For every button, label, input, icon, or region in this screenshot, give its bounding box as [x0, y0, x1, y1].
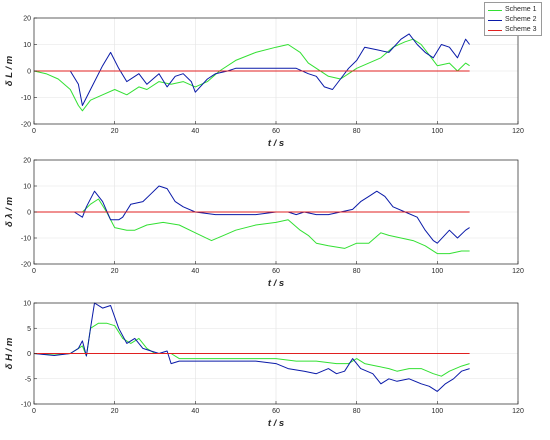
y-tick-label: 0 — [27, 351, 31, 358]
legend: Scheme 1 Scheme 2 Scheme 3 — [484, 2, 542, 36]
y-axis-label: δ L / m — [4, 55, 15, 86]
y-tick-label: 5 — [27, 326, 31, 333]
x-tick-label: 0 — [32, 128, 36, 135]
legend-entry-scheme-1: Scheme 1 — [488, 5, 542, 15]
x-axis-label: t / s — [268, 418, 284, 429]
legend-swatch-scheme-2 — [488, 20, 502, 21]
y-tick-label: -10 — [21, 95, 31, 102]
x-tick-label: 20 — [111, 408, 119, 415]
y-tick-label: -10 — [21, 402, 31, 409]
y-tick-label: 0 — [27, 210, 31, 217]
series-line-scheme-2 — [33, 302, 470, 392]
legend-entry-scheme-3: Scheme 3 — [488, 25, 542, 35]
legend-swatch-scheme-1 — [488, 10, 502, 11]
legend-swatch-scheme-3 — [488, 30, 502, 31]
y-tick-label: -20 — [21, 262, 31, 269]
legend-label-scheme-1: Scheme 1 — [505, 6, 537, 13]
y-tick-label: -20 — [21, 122, 31, 129]
y-tick-label: 10 — [23, 301, 31, 308]
y-tick-label: -10 — [21, 236, 31, 243]
x-tick-label: 20 — [111, 128, 119, 135]
x-tick-label: 20 — [111, 268, 119, 275]
x-tick-label: 40 — [191, 408, 199, 415]
x-tick-label: 100 — [431, 128, 443, 135]
legend-entry-scheme-2: Scheme 2 — [488, 15, 542, 25]
series-line-scheme-1 — [33, 38, 470, 112]
x-tick-label: 120 — [512, 128, 524, 135]
y-tick-label: 0 — [27, 69, 31, 76]
x-tick-label: 60 — [272, 268, 280, 275]
y-tick-label: 10 — [23, 42, 31, 49]
x-axis-label: t / s — [268, 278, 284, 289]
series-line-scheme-1 — [34, 198, 470, 255]
x-tick-label: 0 — [32, 408, 36, 415]
series-line-scheme-2 — [34, 33, 470, 106]
y-tick-label: -5 — [25, 376, 31, 383]
y-axis-label: δ H / m — [4, 337, 15, 369]
y-tick-label: 10 — [23, 184, 31, 191]
y-axis-label: δ λ / m — [4, 196, 15, 227]
x-tick-label: 0 — [32, 268, 36, 275]
x-tick-label: 80 — [353, 128, 361, 135]
x-tick-label: 40 — [191, 268, 199, 275]
x-tick-label: 60 — [272, 128, 280, 135]
x-tick-label: 100 — [431, 268, 443, 275]
x-tick-label: 80 — [353, 268, 361, 275]
legend-label-scheme-3: Scheme 3 — [505, 26, 537, 33]
x-tick-label: 120 — [512, 268, 524, 275]
x-tick-label: 120 — [512, 408, 524, 415]
x-tick-label: 100 — [431, 408, 443, 415]
x-tick-label: 40 — [191, 128, 199, 135]
subplot-2: 0 20 40 60 80 100 120 -20 -10 0 10 20 t / s δ λ / m — [4, 158, 524, 290]
subplot-3: 0 20 40 60 80 100 120 -10 -5 0 5 10 t / s δ H / m — [4, 301, 524, 430]
legend-label-scheme-2: Scheme 2 — [505, 16, 537, 23]
series-line-scheme-1 — [33, 322, 470, 377]
x-tick-label: 60 — [272, 408, 280, 415]
x-axis-label: t / s — [268, 138, 284, 149]
subplot-1: 0 20 40 60 80 100 120 -20 -10 0 10 20 t / s δ L / m — [4, 16, 524, 150]
x-tick-label: 80 — [353, 408, 361, 415]
y-tick-label: 20 — [23, 158, 31, 165]
y-tick-label: 20 — [23, 16, 31, 23]
